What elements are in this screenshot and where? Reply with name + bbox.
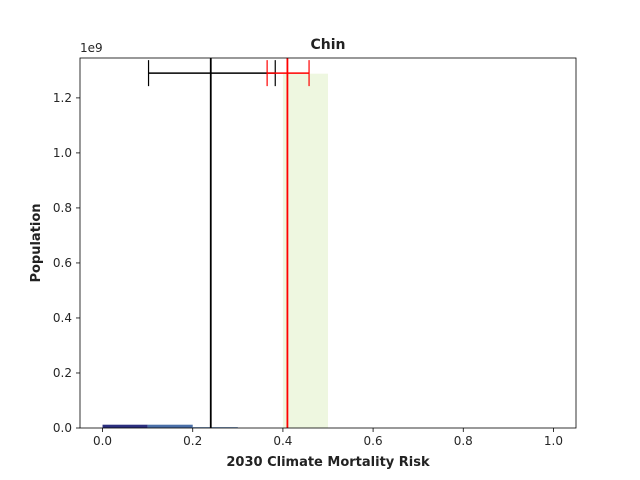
x-tick-label-5: 1.0	[544, 434, 563, 448]
error-bars-layer	[147, 60, 310, 87]
bars-layer	[102, 73, 328, 428]
bar-0	[102, 424, 148, 428]
y-offset-label: 1e9	[80, 41, 103, 55]
y-tick-label-3: 0.6	[53, 256, 72, 270]
x-ticks: 0.0 0.2 0.4 0.6 0.8 1.0	[93, 428, 563, 448]
y-ticks: 0.0 0.2 0.4 0.6 0.8 1.0 1.2	[53, 91, 80, 435]
x-tick-label-1: 0.2	[183, 434, 202, 448]
x-tick-label-2: 0.4	[273, 434, 292, 448]
bar-3	[282, 73, 328, 428]
x-tick-label-0: 0.0	[93, 434, 112, 448]
y-tick-label-2: 0.4	[53, 311, 72, 325]
x-tick-label-4: 0.8	[454, 434, 473, 448]
y-tick-label-4: 0.8	[53, 201, 72, 215]
chart-title: Chin	[310, 37, 345, 53]
bar-2	[192, 427, 238, 428]
y-tick-label-1: 0.2	[53, 366, 72, 380]
axes-frame	[79, 57, 577, 429]
bar-1	[147, 424, 193, 428]
y-tick-label-5: 1.0	[53, 146, 72, 160]
y-axis-label: Population	[29, 203, 44, 282]
x-axis-label: 2030 Climate Mortality Risk	[226, 455, 430, 470]
y-tick-label-0: 0.0	[53, 421, 72, 435]
y-tick-label-6: 1.2	[53, 91, 72, 105]
x-tick-label-3: 0.6	[364, 434, 383, 448]
reference-lines-layer	[209, 58, 289, 428]
